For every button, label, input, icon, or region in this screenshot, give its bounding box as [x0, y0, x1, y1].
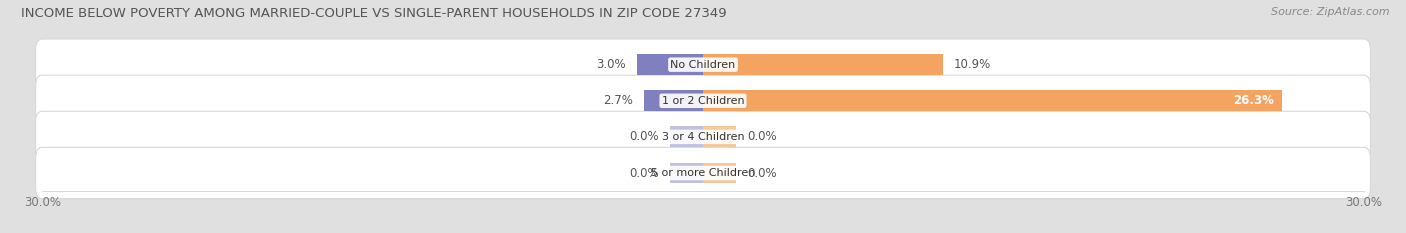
Bar [703, 90, 1282, 111]
Bar [703, 127, 737, 147]
Text: 26.3%: 26.3% [1233, 94, 1274, 107]
Text: 1 or 2 Children: 1 or 2 Children [662, 96, 744, 106]
Bar [644, 90, 703, 111]
Text: 0.0%: 0.0% [630, 130, 659, 143]
Text: 0.0%: 0.0% [747, 167, 776, 179]
FancyBboxPatch shape [35, 147, 1371, 199]
Text: No Children: No Children [671, 60, 735, 70]
Text: 5 or more Children: 5 or more Children [651, 168, 755, 178]
Bar [703, 163, 737, 183]
FancyBboxPatch shape [35, 39, 1371, 90]
Text: 3 or 4 Children: 3 or 4 Children [662, 132, 744, 142]
Bar [669, 163, 703, 183]
Text: 2.7%: 2.7% [603, 94, 633, 107]
Bar [669, 127, 703, 147]
Text: 0.0%: 0.0% [747, 130, 776, 143]
Text: 10.9%: 10.9% [955, 58, 991, 71]
Text: 0.0%: 0.0% [630, 167, 659, 179]
Text: Source: ZipAtlas.com: Source: ZipAtlas.com [1271, 7, 1389, 17]
FancyBboxPatch shape [35, 111, 1371, 163]
Text: INCOME BELOW POVERTY AMONG MARRIED-COUPLE VS SINGLE-PARENT HOUSEHOLDS IN ZIP COD: INCOME BELOW POVERTY AMONG MARRIED-COUPL… [21, 7, 727, 20]
Text: 3.0%: 3.0% [596, 58, 626, 71]
FancyBboxPatch shape [35, 75, 1371, 127]
Bar [637, 54, 703, 75]
Bar [703, 54, 943, 75]
